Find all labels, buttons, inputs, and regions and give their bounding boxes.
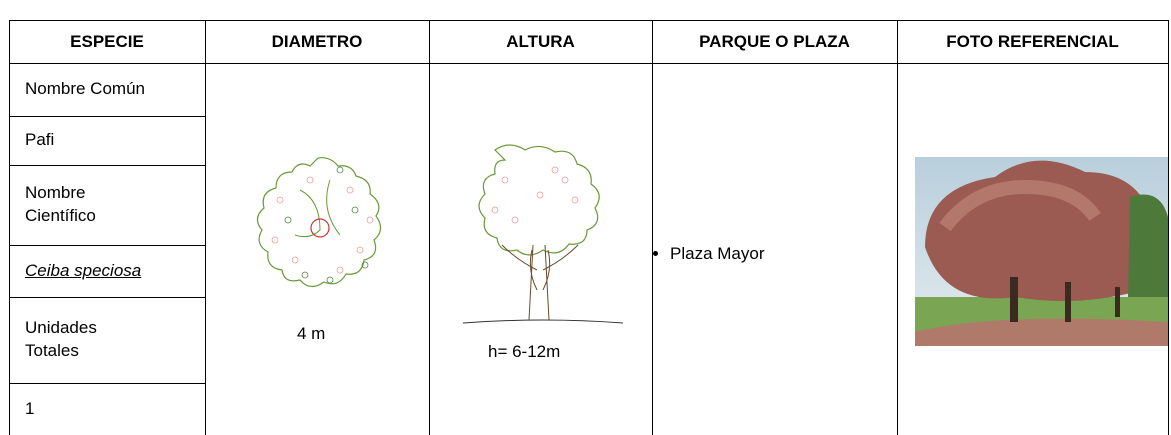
header-cell: DIAMETRO <box>271 31 363 51</box>
species-cell: Nombre Común <box>25 79 145 99</box>
species-cell: Nombre Científico <box>25 183 96 225</box>
species-cell: Unidades Totales <box>25 318 97 360</box>
header-cell: PARQUE O PLAZA <box>699 31 850 51</box>
park-list: Plaza Mayor <box>652 244 764 264</box>
reference-photo <box>915 157 1168 346</box>
species-cell: Ceiba speciosa <box>25 260 142 280</box>
header-cell: ALTURA <box>506 31 575 51</box>
park-item: Plaza Mayor <box>670 244 764 264</box>
height-label: h= 6-12m <box>488 342 561 361</box>
header-cell: ESPECIE <box>70 31 144 51</box>
tree-plan-drawing <box>256 157 382 288</box>
tree-elevation-drawing <box>462 144 624 324</box>
species-cell: Pafi <box>25 130 55 150</box>
header-cell: FOTO REFERENCIAL <box>946 31 1119 51</box>
species-cell: 1 <box>25 398 35 418</box>
diameter-label: 4 m <box>297 324 326 343</box>
